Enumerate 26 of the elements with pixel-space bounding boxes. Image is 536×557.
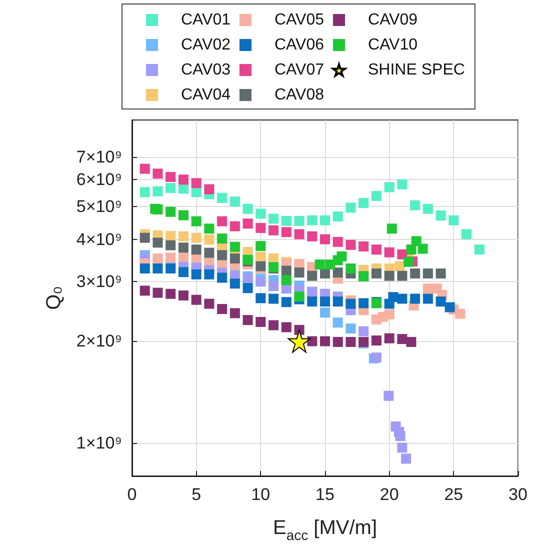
x-tick-label: 15: [316, 485, 334, 504]
legend-label: CAV09: [368, 12, 418, 28]
y-tick-label: 7×10⁹: [76, 147, 122, 166]
x-tick-label: 20: [380, 485, 399, 504]
y-axis-title: Q₀: [43, 286, 65, 310]
legend-label: CAV10: [368, 36, 418, 54]
legend-label: CAV08: [274, 86, 324, 104]
y-tick-label: 3×10⁹: [76, 272, 122, 292]
legend-label: CAV07: [274, 62, 324, 78]
x-tick-label: 0: [127, 485, 137, 504]
y-tick-label: 6×10⁹: [76, 170, 122, 190]
x-tick-label: 5: [192, 485, 202, 504]
x-tick-label: 25: [444, 485, 464, 504]
legend-label: CAV01: [181, 12, 231, 28]
y-tick-label: 5×10⁹: [76, 196, 122, 216]
legend-label: CAV04: [181, 86, 231, 104]
legend-label: CAV06: [274, 36, 324, 54]
y-tick-label: 2×10⁹: [76, 332, 122, 351]
legend-label: CAV03: [181, 62, 231, 78]
y-tick-label: 4×10⁹: [76, 230, 122, 249]
legend-label: CAV05: [274, 12, 324, 28]
legend-label: CAV02: [181, 36, 231, 54]
y-tick-label: 1×10⁹: [76, 434, 122, 453]
x-tick-label: 30: [508, 485, 528, 504]
legend-label: SHINE SPEC: [368, 62, 465, 78]
x-tick-label: 10: [251, 485, 270, 504]
